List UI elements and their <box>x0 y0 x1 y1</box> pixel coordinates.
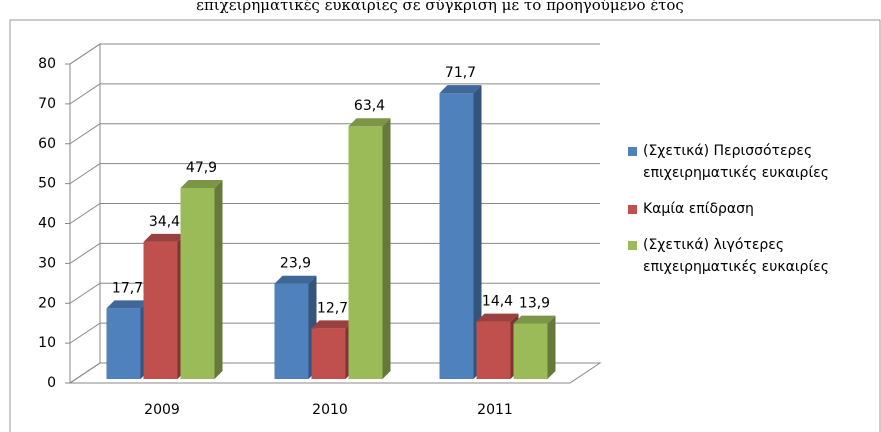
legend-label: (Σχετικά) λιγότερες επιχειρηματικές ευκα… <box>643 237 829 275</box>
y-tick-label: 60 <box>38 136 56 152</box>
bar <box>311 328 346 379</box>
bar-side <box>473 85 482 379</box>
data-label: 71,7 <box>445 65 476 81</box>
grid-line <box>69 282 600 304</box>
grid-line <box>69 123 600 145</box>
bar-top <box>274 275 317 284</box>
grid-line <box>69 203 600 224</box>
data-label: 23,9 <box>280 256 311 272</box>
x-tick-label: 2011 <box>477 402 513 418</box>
data-label: 17,7 <box>112 280 143 296</box>
bar-top <box>180 179 223 188</box>
data-label: 12,7 <box>317 300 348 316</box>
data-label: 63,4 <box>354 98 385 114</box>
chart-title: επιχειρηματικές ευκαιρίες σε σύγκριση με… <box>196 0 684 14</box>
legend-swatch <box>628 205 637 214</box>
bar <box>439 93 474 379</box>
bar-top <box>311 320 354 329</box>
bar <box>348 126 383 379</box>
grid-line <box>69 163 600 185</box>
bar <box>143 241 178 379</box>
bar-side <box>382 118 391 379</box>
legend-swatch <box>628 147 637 156</box>
data-label: 14,4 <box>482 294 513 310</box>
grid-line <box>69 242 600 264</box>
x-tick-label: 2010 <box>312 402 348 418</box>
y-tick-label: 0 <box>47 375 56 391</box>
legend-item: (Σχετικά) λιγότερες επιχειρηματικές ευκα… <box>628 234 873 278</box>
bar-top <box>348 118 391 127</box>
chart-border <box>9 19 881 432</box>
bar-top <box>513 315 556 324</box>
data-label: 34,4 <box>149 214 180 230</box>
y-tick-label: 80 <box>38 56 56 72</box>
grid-line <box>69 43 600 65</box>
bar-top <box>106 300 149 309</box>
bar <box>476 321 511 379</box>
bar <box>274 283 309 379</box>
bar <box>180 187 215 379</box>
y-tick-label: 70 <box>38 96 56 112</box>
y-tick-label: 30 <box>38 255 56 271</box>
legend-label: (Σχετικά) Περισσότερες επιχειρηματικές ε… <box>643 143 829 181</box>
grid-line <box>69 322 600 344</box>
bar <box>106 308 141 379</box>
bar-top <box>439 85 482 94</box>
data-label: 13,9 <box>519 296 550 312</box>
bar-top <box>143 233 186 242</box>
legend-item: Καμία επίδραση <box>628 198 873 220</box>
bar <box>513 323 548 379</box>
grid-line <box>69 362 600 384</box>
y-tick-label: 50 <box>38 176 56 192</box>
grid-line <box>69 83 600 105</box>
y-tick-label: 10 <box>38 335 56 351</box>
legend: (Σχετικά) Περισσότερες επιχειρηματικές ε… <box>628 140 873 292</box>
x-tick-label: 2009 <box>144 402 180 418</box>
y-tick-label: 20 <box>38 295 56 311</box>
y-tick-label: 40 <box>38 216 56 232</box>
data-label: 47,9 <box>186 160 217 176</box>
legend-item: (Σχετικά) Περισσότερες επιχειρηματικές ε… <box>628 140 873 184</box>
legend-label: Καμία επίδραση <box>643 201 754 217</box>
bar-top <box>476 313 519 322</box>
bar-side <box>214 179 223 379</box>
bar-side <box>547 315 556 379</box>
legend-swatch <box>628 241 637 250</box>
